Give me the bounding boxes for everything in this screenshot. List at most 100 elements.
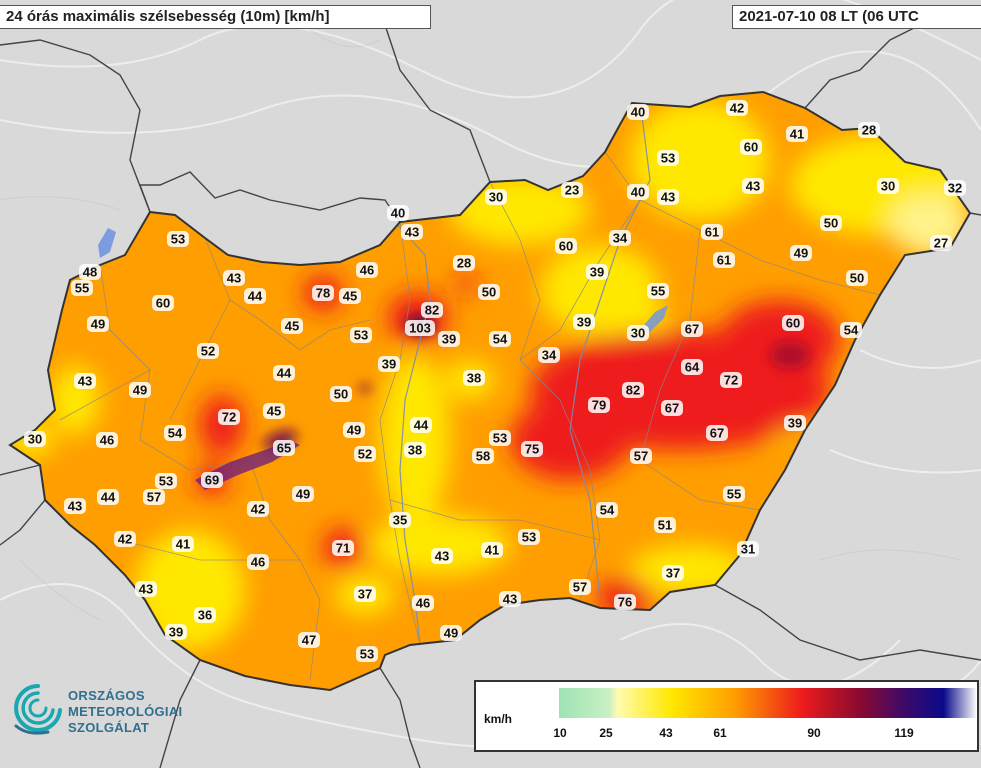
station-value: 55 xyxy=(723,486,745,502)
station-value: 49 xyxy=(129,382,151,398)
station-value: 44 xyxy=(273,365,295,381)
station-value: 39 xyxy=(165,624,187,640)
station-value-text: 53 xyxy=(493,431,507,446)
station-value: 52 xyxy=(197,343,219,359)
station-value: 28 xyxy=(453,255,475,271)
station-value: 43 xyxy=(499,591,521,607)
station-value: 37 xyxy=(354,586,376,602)
station-value-text: 37 xyxy=(358,587,372,602)
station-value-text: 42 xyxy=(730,101,744,116)
station-value-text: 79 xyxy=(592,398,606,413)
station-value: 39 xyxy=(438,331,460,347)
station-value-text: 34 xyxy=(613,231,628,246)
station-value: 40 xyxy=(627,104,649,120)
station-value-text: 67 xyxy=(665,401,679,416)
station-value: 39 xyxy=(573,314,595,330)
station-value: 43 xyxy=(431,548,453,564)
station-value: 44 xyxy=(97,489,119,505)
station-value-text: 47 xyxy=(302,633,316,648)
station-value: 50 xyxy=(330,386,352,402)
station-value-text: 39 xyxy=(442,332,456,347)
station-value-text: 57 xyxy=(573,580,587,595)
station-value-text: 48 xyxy=(83,265,97,280)
station-value: 64 xyxy=(681,359,703,375)
station-value: 45 xyxy=(263,403,285,419)
station-value-text: 43 xyxy=(139,582,153,597)
station-value-text: 43 xyxy=(78,374,92,389)
station-value-text: 46 xyxy=(100,433,114,448)
station-value: 37 xyxy=(662,565,684,581)
station-value-text: 71 xyxy=(336,541,350,556)
station-value-text: 42 xyxy=(118,532,132,547)
station-value: 40 xyxy=(387,205,409,221)
station-value: 46 xyxy=(247,554,269,570)
station-value: 49 xyxy=(292,486,314,502)
station-value-text: 53 xyxy=(661,151,675,166)
station-value-text: 65 xyxy=(277,441,291,456)
station-value: 35 xyxy=(389,512,411,528)
station-value-text: 43 xyxy=(746,179,760,194)
station-value-text: 64 xyxy=(685,360,700,375)
station-value: 43 xyxy=(401,224,423,240)
station-value-text: 43 xyxy=(661,190,675,205)
logo-line-3: SZOLGÁLAT xyxy=(68,720,150,735)
station-value-text: 53 xyxy=(522,530,536,545)
station-value-text: 42 xyxy=(251,502,265,517)
station-value: 43 xyxy=(64,498,86,514)
station-value-text: 35 xyxy=(393,513,407,528)
station-value: 61 xyxy=(713,252,735,268)
station-value-text: 28 xyxy=(457,256,471,271)
station-value: 60 xyxy=(782,315,804,331)
station-value: 39 xyxy=(378,356,400,372)
station-value-text: 53 xyxy=(360,647,374,662)
station-value: 54 xyxy=(596,502,618,518)
station-value: 34 xyxy=(609,230,631,246)
station-value-text: 46 xyxy=(416,596,430,611)
station-value-text: 54 xyxy=(600,503,615,518)
station-value-text: 67 xyxy=(685,322,699,337)
legend-tick-10: 10 xyxy=(553,726,567,740)
omsz-swirl-icon xyxy=(14,684,62,735)
station-value-text: 44 xyxy=(248,289,263,304)
station-value-text: 39 xyxy=(382,357,396,372)
legend-tick-25: 25 xyxy=(599,726,613,740)
station-value: 40 xyxy=(627,184,649,200)
station-value: 42 xyxy=(726,100,748,116)
station-value: 45 xyxy=(339,288,361,304)
station-value-text: 45 xyxy=(343,289,357,304)
logo-line-1: ORSZÁGOS xyxy=(68,688,145,703)
station-value: 30 xyxy=(877,178,899,194)
station-value-text: 53 xyxy=(171,232,185,247)
station-value: 36 xyxy=(194,607,216,623)
station-value: 60 xyxy=(740,139,762,155)
station-value-text: 60 xyxy=(559,239,573,254)
station-value: 67 xyxy=(661,400,683,416)
station-value-text: 50 xyxy=(334,387,348,402)
station-value-text: 52 xyxy=(358,447,372,462)
station-value-text: 36 xyxy=(198,608,212,623)
station-value-text: 55 xyxy=(651,284,665,299)
station-value-text: 55 xyxy=(75,281,89,296)
station-value-text: 30 xyxy=(489,190,503,205)
station-value: 79 xyxy=(588,397,610,413)
station-value-text: 51 xyxy=(658,518,672,533)
station-value-text: 49 xyxy=(133,383,147,398)
legend-tick-90: 90 xyxy=(807,726,821,740)
station-value-text: 37 xyxy=(666,566,680,581)
station-value-text: 28 xyxy=(862,123,876,138)
station-value: 53 xyxy=(350,327,372,343)
station-value: 50 xyxy=(478,284,500,300)
station-value: 58 xyxy=(472,448,494,464)
station-value-text: 60 xyxy=(786,316,800,331)
station-value: 72 xyxy=(218,409,240,425)
station-value-text: 82 xyxy=(626,383,640,398)
station-value-text: 69 xyxy=(205,473,219,488)
station-value-text: 103 xyxy=(409,321,431,336)
station-value-text: 61 xyxy=(717,253,731,268)
station-value: 41 xyxy=(481,542,503,558)
station-value-text: 52 xyxy=(201,344,215,359)
station-value: 49 xyxy=(440,625,462,641)
station-value: 27 xyxy=(930,235,952,251)
station-value-text: 82 xyxy=(425,303,439,318)
